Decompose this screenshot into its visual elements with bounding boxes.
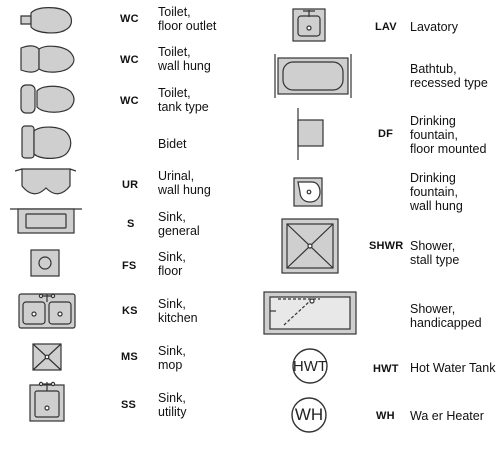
label-urinal-wall-hung: Urinal, wall hung bbox=[158, 169, 211, 197]
toilet-floor-outlet-icon bbox=[20, 7, 73, 34]
drinking-fountain-wall-icon bbox=[293, 177, 323, 207]
label-drinking-fountain-floor: Drinking fountain, floor mounted bbox=[410, 114, 487, 156]
shower-handicapped-icon bbox=[263, 291, 357, 335]
abbr-toilet-tank-type: WC bbox=[120, 95, 139, 107]
abbr-sink-kitchen: KS bbox=[122, 305, 138, 317]
label-lavatory: Lavatory bbox=[410, 20, 458, 34]
hot-water-tank-symbol-text: HWT bbox=[293, 358, 327, 375]
abbr-toilet-floor-outlet: WC bbox=[120, 13, 139, 25]
abbr-toilet-wall-hung: WC bbox=[120, 54, 139, 66]
sink-utility-icon bbox=[29, 381, 65, 422]
abbr-sink-mop: MS bbox=[121, 351, 138, 363]
urinal-wall-hung-icon bbox=[14, 168, 76, 195]
label-bidet: Bidet bbox=[158, 137, 187, 151]
label-hot-water-tank: Hot Water Tank bbox=[410, 361, 496, 375]
label-toilet-floor-outlet: Toilet, floor outlet bbox=[158, 5, 217, 33]
label-water-heater: Wa er Heater bbox=[410, 409, 484, 423]
abbr-sink-general: S bbox=[127, 218, 135, 230]
sink-kitchen-icon bbox=[18, 293, 76, 329]
label-sink-floor: Sink, floor bbox=[158, 250, 186, 278]
label-sink-kitchen: Sink, kitchen bbox=[158, 297, 198, 325]
abbr-lavatory: LAV bbox=[375, 21, 397, 33]
label-drinking-fountain-wall: Drinking fountain, wall hung bbox=[410, 171, 463, 213]
sink-floor-icon bbox=[30, 249, 60, 277]
label-sink-mop: Sink, mop bbox=[158, 344, 186, 372]
abbr-water-heater: WH bbox=[376, 410, 395, 422]
water-heater-icon: WH bbox=[291, 397, 327, 433]
sink-mop-icon bbox=[32, 343, 62, 371]
bidet-icon bbox=[21, 125, 72, 159]
toilet-tank-type-icon bbox=[20, 84, 75, 114]
abbr-urinal-wall-hung: UR bbox=[122, 179, 139, 191]
label-sink-utility: Sink, utility bbox=[158, 391, 187, 419]
toilet-wall-hung-icon bbox=[20, 45, 75, 73]
abbr-sink-utility: SS bbox=[121, 399, 137, 411]
abbr-drinking-fountain-floor: DF bbox=[378, 128, 394, 140]
abbr-hot-water-tank: HWT bbox=[373, 363, 399, 375]
drinking-fountain-floor-icon bbox=[297, 108, 324, 160]
hot-water-tank-icon: HWT bbox=[292, 348, 328, 384]
label-toilet-tank-type: Toilet, tank type bbox=[158, 86, 209, 114]
label-shower-stall: Shower, stall type bbox=[410, 239, 460, 267]
lavatory-icon bbox=[292, 8, 326, 42]
label-toilet-wall-hung: Toilet, wall hung bbox=[158, 45, 211, 73]
label-shower-handicapped: Shower, handicapped bbox=[410, 302, 482, 330]
shower-stall-icon bbox=[281, 218, 339, 274]
label-bathtub-recessed: Bathtub, recessed type bbox=[410, 62, 488, 90]
abbr-shower-stall: SHWR bbox=[369, 240, 404, 252]
bathtub-recessed-icon bbox=[274, 54, 352, 98]
label-sink-general: Sink, general bbox=[158, 210, 200, 238]
sink-general-icon bbox=[10, 208, 82, 234]
water-heater-symbol-text: WH bbox=[295, 405, 323, 424]
abbr-sink-floor: FS bbox=[122, 260, 137, 272]
